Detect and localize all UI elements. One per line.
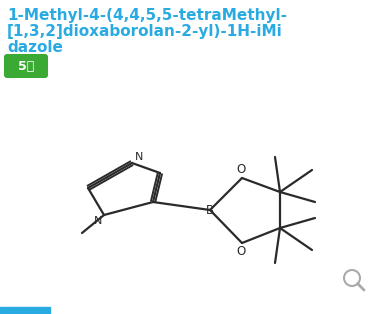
Text: [1,3,2]dioxaborolan-2-yl)-1H-iMi: [1,3,2]dioxaborolan-2-yl)-1H-iMi <box>7 24 283 39</box>
Text: dazole: dazole <box>7 40 63 55</box>
Text: N: N <box>94 216 102 226</box>
Text: N: N <box>135 152 143 162</box>
Text: O: O <box>236 163 246 176</box>
Text: 1-Methyl-4-(4,4,5,5-tetraMethyl-: 1-Methyl-4-(4,4,5,5-tetraMethyl- <box>7 8 287 23</box>
Text: O: O <box>236 245 246 258</box>
Bar <box>0 307 50 314</box>
Text: B: B <box>206 203 214 216</box>
Text: 5级: 5级 <box>18 59 34 73</box>
FancyBboxPatch shape <box>4 54 48 78</box>
